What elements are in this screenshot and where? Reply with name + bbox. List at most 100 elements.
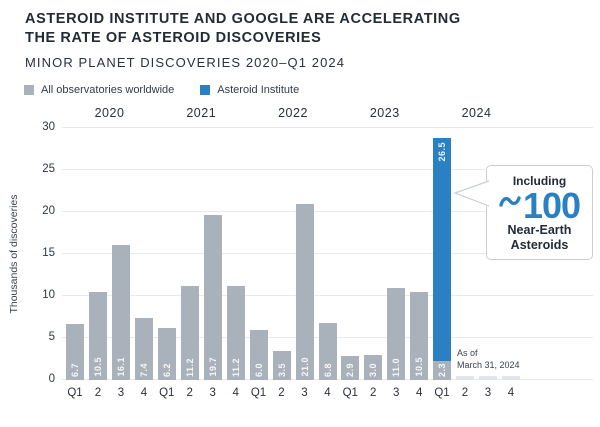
bar-2024-2: [456, 376, 474, 380]
all-observatories-bar-segment: 10.5: [410, 291, 429, 380]
bar-value-label: 21.0: [299, 357, 310, 377]
year-label: 2024: [461, 106, 492, 120]
all-observatories-bar-segment: 7.4: [135, 317, 153, 380]
all-observatories-bar-segment: 6.0: [249, 329, 268, 380]
callout-big-number: 100: [487, 185, 592, 226]
bars-row: 2.9 3.0 11.0 10.5: [341, 128, 429, 380]
legend: All observatories worldwide Asteroid Ins…: [24, 84, 299, 96]
year-group-2021: 2021 6.2 11.2 19.7 11.2 Q1 2 3 4: [157, 106, 245, 407]
bar-2021-2: 11.2: [180, 285, 199, 380]
year-label: 2022: [278, 106, 308, 120]
page-title-line2: THE RATE OF ASTEROID DISCOVERIES: [25, 30, 322, 46]
quarter-label: 3: [209, 387, 216, 399]
bar-2020-3: 16.1: [112, 244, 130, 380]
y-tick-label: 15: [42, 247, 55, 259]
year-group-2020: 2020 6.7 10.5 16.1 7.4 Q1 2 3 4: [66, 106, 153, 407]
all-observatories-bar-segment: 16.1: [112, 244, 130, 380]
gridline: [62, 127, 593, 128]
bar-value-label: 6.0: [253, 362, 264, 377]
bar-2023-2: 3.0: [364, 354, 383, 380]
bar-value-label: 11.0: [391, 357, 402, 377]
year-group-2022: 2022 6.0 3.5 21.0 6.8 Q1 2 3 4: [249, 106, 337, 407]
quarter-label: 2: [461, 387, 469, 399]
year-group-2023: 2023 2.9 3.0 11.0 10.5 Q1 2 3 4: [341, 106, 429, 407]
bar-2024-3: [479, 376, 497, 380]
bar-2022-q1: 6.0: [249, 329, 268, 380]
all-observatories-bar-segment: 19.7: [203, 214, 222, 380]
quarter-label: 3: [484, 387, 492, 399]
bar-2022-3: 21.0: [295, 203, 314, 380]
bar-value-label: 10.5: [414, 357, 425, 377]
bar-value-label: 2.9: [345, 362, 356, 377]
legend-label: All observatories worldwide: [41, 84, 175, 96]
bars-row: 6.7 10.5 16.1 7.4: [66, 128, 153, 380]
all-observatories-bar-segment: 6.8: [318, 322, 337, 380]
year-group-2024: 2024 26.5 2.3 Q1 2 3 4: [433, 106, 520, 407]
bar-2022-4: 6.8: [318, 322, 337, 380]
future-quarter-stub: [502, 376, 520, 380]
all-observatories-bar-segment: 2.9: [341, 355, 360, 380]
gridline: [62, 295, 593, 296]
bar-2022-2: 3.5: [272, 350, 291, 380]
bar-value-label: 11.2: [184, 357, 195, 377]
quarter-label: 4: [507, 387, 515, 399]
quarter-label: 4: [416, 387, 423, 399]
all-observatories-bar-segment: 2.3: [433, 360, 451, 380]
quarter-labels-row: Q1 2 3 4: [341, 380, 428, 400]
quarter-label: 4: [140, 387, 148, 399]
quarter-label: Q1: [159, 387, 175, 399]
bar-2023-3: 11.0: [387, 287, 406, 380]
blue-swatch-icon: [200, 85, 211, 95]
bar-2021-4: 11.2: [226, 285, 245, 380]
future-quarter-stub: [456, 376, 474, 380]
bar-value-label: 6.2: [161, 362, 172, 377]
callout-number: 100: [522, 185, 581, 226]
gray-swatch-icon: [24, 85, 34, 95]
approx-wave-icon: [499, 195, 521, 207]
bar-2023-4: 10.5: [410, 291, 429, 380]
bar-value-label: 10.5: [93, 357, 103, 377]
quarter-labels-row: Q1 2 3 4: [433, 380, 520, 400]
quarter-label: Q1: [342, 387, 358, 399]
bar-groups: 2020 6.7 10.5 16.1 7.4 Q1 2 3 4 2021 6.2 11.2 19.7 11…: [66, 106, 520, 407]
bar-2021-q1: 6.2: [157, 327, 176, 380]
bar-value-label: 7.4: [139, 362, 149, 377]
quarter-label: 2: [186, 387, 193, 399]
y-tick-label: 30: [42, 121, 55, 133]
gridline: [62, 211, 593, 212]
quarter-label: 4: [232, 387, 239, 399]
quarter-label: Q1: [67, 387, 83, 399]
year-label: 2023: [369, 106, 400, 120]
quarter-label: 4: [324, 387, 331, 399]
bar-value-label: 26.5: [437, 142, 447, 162]
year-label: 2021: [186, 106, 217, 120]
bar-2021-3: 19.7: [203, 214, 222, 380]
all-observatories-bar-segment: 11.0: [387, 287, 406, 380]
y-tick-label: 20: [42, 205, 55, 217]
callout-pointer-icon: [453, 180, 490, 207]
quarter-label: 3: [301, 387, 308, 399]
all-observatories-bar-segment: 10.5: [89, 291, 107, 380]
y-tick-label: 5: [48, 331, 55, 343]
bar-2020-2: 10.5: [89, 291, 107, 380]
quarter-labels-row: Q1 2 3 4: [158, 380, 245, 400]
as-of-note: As of March 31, 2024: [457, 348, 520, 371]
quarter-label: 3: [117, 387, 125, 399]
legend-item-all-observatories: All observatories worldwide: [24, 84, 174, 96]
bar-value-label: 3.0: [368, 362, 379, 377]
quarter-label: Q1: [250, 387, 267, 399]
quarter-label: 2: [370, 387, 377, 399]
near-earth-callout: Including 100 Near-Earth Asteroids: [453, 165, 593, 260]
bars-row: 6.2 11.2 19.7 11.2: [157, 128, 245, 380]
y-tick-label: 25: [42, 163, 55, 175]
bar-value-label: 6.7: [70, 362, 80, 377]
quarter-label: 3: [393, 387, 400, 399]
page-title: ASTEROID INSTITUTE AND GOOGLE ARE ACCELE…: [25, 10, 461, 48]
legend-label: Asteroid Institute: [217, 84, 300, 96]
all-observatories-bar-segment: 21.0: [295, 203, 314, 380]
bar-value-label: 6.8: [322, 362, 333, 377]
bar-2024-4: [502, 376, 520, 380]
bar-2020-4: 7.4: [135, 317, 153, 380]
quarter-label: 2: [278, 387, 285, 399]
